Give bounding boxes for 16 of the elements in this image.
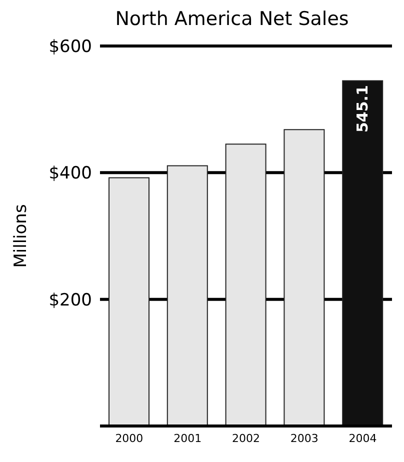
- y-tick-label: $200: [48, 290, 92, 310]
- bar: [284, 129, 325, 426]
- y-axis-title: Millions: [11, 204, 32, 268]
- x-tick-label: 2000: [115, 432, 144, 445]
- y-tick-label: $400: [48, 164, 92, 184]
- x-tick-label: 2001: [174, 432, 202, 445]
- y-tick-label: $600: [48, 37, 92, 58]
- x-tick-label: 2002: [232, 432, 260, 445]
- bar: [225, 144, 266, 426]
- chart-title: North America Net Sales: [114, 8, 350, 32]
- bar: [108, 177, 150, 426]
- x-tick-label: 2004: [348, 432, 377, 445]
- bar: [166, 165, 208, 426]
- x-tick-label: 2003: [290, 432, 318, 445]
- data-label: 545.1: [354, 85, 372, 132]
- bar: [342, 80, 384, 426]
